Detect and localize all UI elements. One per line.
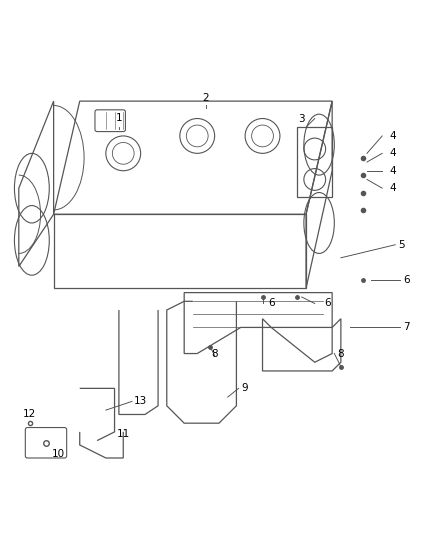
Text: 4: 4 — [390, 183, 396, 193]
Text: 4: 4 — [390, 148, 396, 158]
Text: 9: 9 — [242, 383, 248, 393]
Text: 4: 4 — [390, 131, 396, 141]
Text: 10: 10 — [51, 449, 64, 458]
Text: 6: 6 — [403, 274, 410, 285]
Text: 4: 4 — [390, 166, 396, 176]
Text: 1: 1 — [116, 113, 122, 123]
Text: 6: 6 — [325, 298, 331, 309]
Text: 11: 11 — [117, 429, 130, 439]
Text: 6: 6 — [268, 298, 275, 309]
Text: 8: 8 — [212, 349, 218, 359]
Text: 7: 7 — [403, 322, 410, 333]
Text: 5: 5 — [399, 240, 405, 250]
Text: 3: 3 — [298, 114, 305, 124]
Text: 13: 13 — [134, 397, 147, 407]
Text: 12: 12 — [23, 409, 36, 419]
Text: 8: 8 — [338, 349, 344, 359]
Text: 2: 2 — [203, 93, 209, 103]
